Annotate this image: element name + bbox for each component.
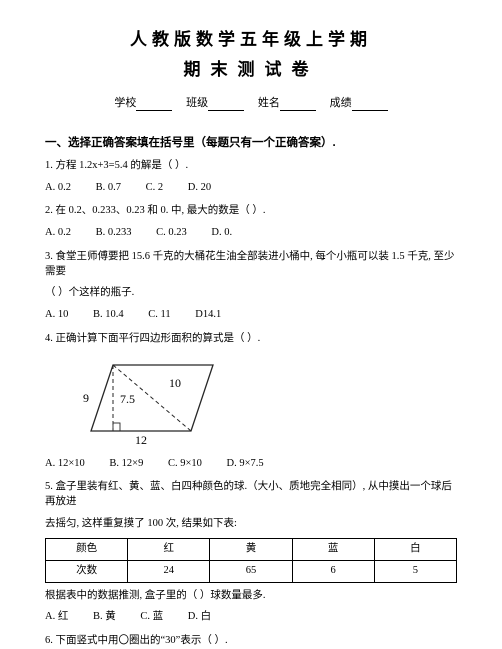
q4-text: 4. 正确计算下面平行四边形面积的算式是（ ）.	[45, 332, 457, 347]
q2-opt-b: B. 0.233	[96, 227, 132, 238]
q5-opt-c: C. 蓝	[140, 611, 163, 622]
title-line-2: 期末测试卷	[45, 58, 457, 82]
q4-figure: 10 9 7.5 12	[83, 353, 457, 450]
q2-text: 2. 在 0.2、0.233、0.23 和 0. 中, 最大的数是（ ）.	[45, 204, 457, 219]
th-yellow: 黄	[210, 539, 292, 561]
th-white: 白	[374, 539, 456, 561]
q5-table: 颜色 红 黄 蓝 白 次数 24 65 6 5	[45, 538, 457, 582]
q3-options: A. 10 B. 10.4 C. 11 D14.1	[45, 308, 457, 323]
table-row: 颜色 红 黄 蓝 白	[46, 539, 457, 561]
q4-opt-d: D. 9×7.5	[227, 458, 264, 469]
q3-line1: 3. 食堂王师傅要把 15.6 千克的大桶花生油全部装进小桶中, 每个小瓶可以装…	[45, 250, 457, 279]
q5-line1: 5. 盒子里装有红、黄、蓝、白四种颜色的球.（大小、质地完全相同）, 从中摸出一…	[45, 480, 457, 509]
q4-opt-c: C. 9×10	[168, 458, 202, 469]
title-line-1: 人教版数学五年级上学期	[45, 28, 457, 52]
class-label: 班级	[186, 97, 208, 109]
th-color: 颜色	[46, 539, 128, 561]
th-blue: 蓝	[292, 539, 374, 561]
q1-opt-c: C. 2	[146, 182, 164, 193]
q4-opt-b: B. 12×9	[109, 458, 143, 469]
score-blank	[352, 100, 388, 111]
td-blue: 6	[292, 561, 374, 583]
section-1-heading: 一、选择正确答案填在括号里（每题只有一个正确答案）.	[45, 135, 457, 151]
q4-options: A. 12×10 B. 12×9 C. 9×10 D. 9×7.5	[45, 457, 457, 472]
class-blank	[208, 100, 244, 111]
q1-opt-b: B. 0.7	[96, 182, 121, 193]
q3-opt-a: A. 10	[45, 309, 68, 320]
q3-opt-b: B. 10.4	[93, 309, 124, 320]
q2-opt-d: D. 0.	[211, 227, 232, 238]
q3-opt-c: C. 11	[148, 309, 170, 320]
fig-label-top: 10	[169, 376, 181, 390]
fig-label-left: 9	[83, 391, 89, 405]
q5-opt-a: A. 红	[45, 611, 68, 622]
school-label: 学校	[114, 97, 136, 109]
q5-after: 根据表中的数据推测, 盒子里的（ ）球数量最多.	[45, 589, 457, 604]
td-white: 5	[374, 561, 456, 583]
q6-text: 6. 下面竖式中用〇圈出的“30”表示（ ）.	[45, 634, 457, 649]
q1-text: 1. 方程 1.2x+3=5.4 的解是（ ）.	[45, 159, 457, 174]
td-yellow: 65	[210, 561, 292, 583]
q1-opt-d: D. 20	[188, 182, 211, 193]
q5-options: A. 红 B. 黄 C. 蓝 D. 白	[45, 610, 457, 625]
table-row: 次数 24 65 6 5	[46, 561, 457, 583]
q1-opt-a: A. 0.2	[45, 182, 71, 193]
name-blank	[280, 100, 316, 111]
parallelogram-svg: 10 9 7.5 12	[83, 353, 228, 445]
score-label: 成绩	[330, 97, 352, 109]
school-blank	[136, 100, 172, 111]
q5-opt-b: B. 黄	[93, 611, 116, 622]
q5-line2: 去摇匀, 这样重复摸了 100 次, 结果如下表:	[45, 517, 457, 532]
q2-opt-c: C. 0.23	[156, 227, 187, 238]
fig-label-bottom: 12	[135, 433, 147, 445]
th-red: 红	[128, 539, 210, 561]
q2-options: A. 0.2 B. 0.233 C. 0.23 D. 0.	[45, 226, 457, 241]
td-label: 次数	[46, 561, 128, 583]
student-info-line: 学校 班级 姓名 成绩	[45, 96, 457, 111]
name-label: 姓名	[258, 97, 280, 109]
q3-line2: （ ）个这样的瓶子.	[45, 286, 457, 301]
q3-opt-d: D14.1	[195, 309, 221, 320]
q2-opt-a: A. 0.2	[45, 227, 71, 238]
td-red: 24	[128, 561, 210, 583]
fig-label-inner: 7.5	[120, 392, 135, 406]
q1-options: A. 0.2 B. 0.7 C. 2 D. 20	[45, 181, 457, 196]
q4-opt-a: A. 12×10	[45, 458, 85, 469]
q5-opt-d: D. 白	[188, 611, 211, 622]
